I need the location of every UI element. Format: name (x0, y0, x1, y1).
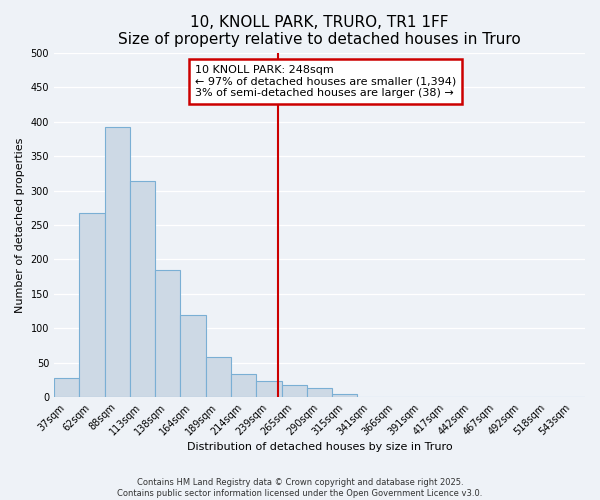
Text: Contains HM Land Registry data © Crown copyright and database right 2025.
Contai: Contains HM Land Registry data © Crown c… (118, 478, 482, 498)
Y-axis label: Number of detached properties: Number of detached properties (15, 138, 25, 312)
Text: 10 KNOLL PARK: 248sqm
← 97% of detached houses are smaller (1,394)
3% of semi-de: 10 KNOLL PARK: 248sqm ← 97% of detached … (195, 65, 456, 98)
Bar (231, 374, 256, 397)
Title: 10, KNOLL PARK, TRURO, TR1 1FF
Size of property relative to detached houses in T: 10, KNOLL PARK, TRURO, TR1 1FF Size of p… (118, 15, 521, 48)
Bar (332, 394, 358, 397)
Bar (181, 315, 206, 397)
Bar (155, 270, 181, 397)
Bar (130, 181, 155, 397)
Bar (206, 356, 231, 397)
Bar (281, 386, 307, 397)
Bar (104, 127, 130, 397)
X-axis label: Distribution of detached houses by size in Truro: Distribution of detached houses by size … (187, 442, 452, 452)
Bar (79, 213, 104, 397)
Bar (307, 388, 332, 397)
Bar (256, 380, 281, 397)
Bar (54, 378, 79, 397)
